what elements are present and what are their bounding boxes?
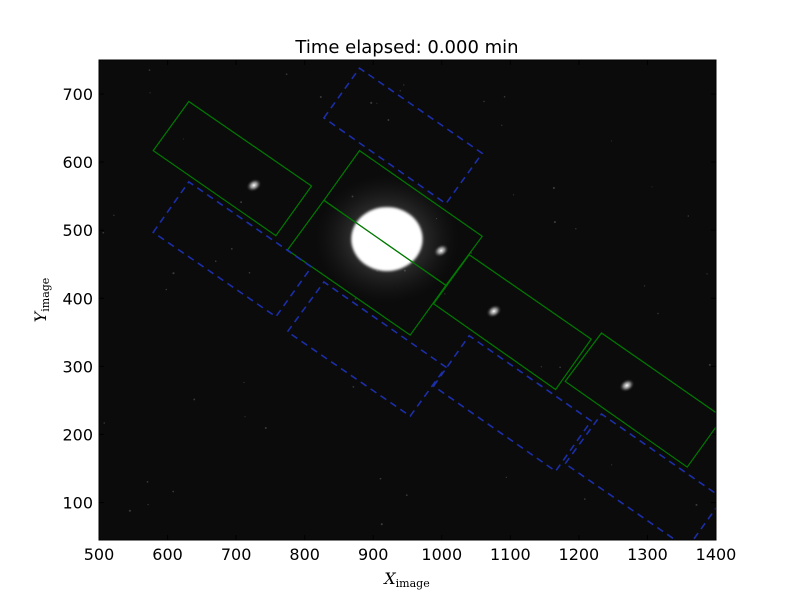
x-tick-label: 1100 (490, 545, 531, 564)
background-noise-speckle (354, 297, 357, 300)
background-noise-speckle (657, 312, 659, 315)
x-tick-label: 500 (84, 545, 115, 564)
chart-title: Time elapsed: 0.000 min (294, 37, 518, 58)
star-source (486, 304, 502, 318)
y-tick-label: 200 (62, 425, 93, 444)
y-tick-label: 400 (62, 289, 93, 308)
background-noise-speckle (695, 503, 698, 506)
background-noise-speckle (706, 273, 708, 275)
x-tick-label: 900 (358, 545, 389, 564)
background-noise-speckle (708, 363, 711, 366)
background-noise-speckle (379, 477, 382, 480)
background-noise-speckle (182, 138, 184, 140)
y-tick-label: 100 (62, 494, 93, 513)
background-aperture (286, 280, 448, 418)
y-tick-label: 600 (62, 153, 93, 172)
background-noise-speckle (559, 366, 561, 369)
background-noise-speckle (503, 96, 506, 98)
bright-source-core (351, 207, 423, 272)
background-noise-speckle (370, 101, 373, 104)
background-noise-speckle (610, 140, 613, 142)
background-aperture (564, 412, 716, 540)
x-axis-label: Ximage (382, 569, 429, 590)
background-noise-speckle (405, 494, 408, 497)
background-noise-speckle (552, 186, 555, 190)
background-aperture (432, 334, 593, 473)
x-tick-label: 600 (152, 545, 183, 564)
background-noise-speckle (380, 523, 383, 526)
background-noise-speckle (240, 201, 243, 204)
background-noise-speckle (148, 69, 151, 71)
source-aperture (564, 332, 716, 468)
background-noise-speckle (147, 503, 149, 506)
background-aperture (322, 67, 484, 205)
background-noise-speckle (264, 426, 267, 430)
background-noise-speckle (651, 186, 653, 188)
x-axis-label-sub: image (396, 577, 430, 590)
y-tick-label: 500 (62, 221, 93, 240)
x-tick-label: 1400 (696, 545, 737, 564)
background-noise-speckle (230, 247, 233, 250)
background-noise-speckle (172, 272, 175, 275)
background-noise-speckle (403, 84, 405, 86)
star-source (246, 178, 262, 192)
background-noise-speckle (319, 95, 322, 99)
background-noise-speckle (399, 90, 402, 92)
x-tick-label: 1300 (627, 545, 668, 564)
background-noise-speckle (113, 214, 115, 217)
background-noise-speckle (540, 366, 543, 368)
background-noise-speckle (505, 476, 508, 479)
background-noise-speckle (102, 231, 105, 234)
background-noise-speckle (483, 100, 485, 103)
x-tick-label: 1200 (559, 545, 600, 564)
x-tick-label: 700 (221, 545, 252, 564)
background-noise-speckle (512, 194, 515, 196)
source-aperture (323, 149, 484, 287)
background-noise-speckle (248, 271, 251, 274)
background-aperture (152, 180, 313, 318)
plot-frame (98, 59, 717, 541)
x-tick-label: 1000 (421, 545, 462, 564)
star-source (433, 244, 449, 258)
background-noise-speckle (387, 119, 390, 121)
background-noise-speckle (244, 416, 246, 418)
background-noise-speckle (214, 260, 217, 263)
star-source (619, 378, 635, 393)
background-noise-speckle (172, 490, 175, 493)
y-axis-label: Yimage (31, 278, 52, 323)
plot-area (102, 67, 716, 540)
background-noise-speckle (193, 398, 196, 401)
y-axis-label-sub: image (39, 278, 52, 312)
background-noise-speckle (643, 285, 646, 287)
y-tick-label: 300 (62, 357, 93, 376)
background-noise-speckle (128, 509, 131, 512)
source-aperture (432, 253, 593, 391)
background-noise-speckle (352, 386, 355, 388)
x-tick-label: 800 (289, 545, 320, 564)
y-axis-label-main: Y (31, 310, 50, 322)
background-noise-speckle (501, 124, 503, 126)
background-noise-speckle (243, 381, 245, 384)
x-axis: 500 600 700 800 900 1000 1100 1200 1300 1400 (84, 60, 737, 564)
background-noise-speckle (444, 293, 446, 295)
background-noise-speckle (553, 221, 556, 224)
background-noise-speckle (146, 481, 149, 483)
x-axis-label-main: X (382, 569, 396, 588)
background-noise-speckle (103, 422, 105, 424)
background-noise-speckle (575, 228, 577, 230)
y-axis: 100 200 300 400 500 600 700 (62, 85, 716, 513)
y-tick-label: 700 (62, 85, 93, 104)
background-noise-speckle (165, 288, 168, 291)
background-noise-speckle (376, 102, 378, 104)
background-noise-speckle (611, 464, 613, 466)
background-noise-speckle (285, 73, 288, 76)
background-noise-speckle (149, 92, 151, 94)
source-aperture (152, 100, 313, 237)
background-noise-speckle (687, 215, 690, 217)
background-noise-speckle (583, 498, 586, 500)
